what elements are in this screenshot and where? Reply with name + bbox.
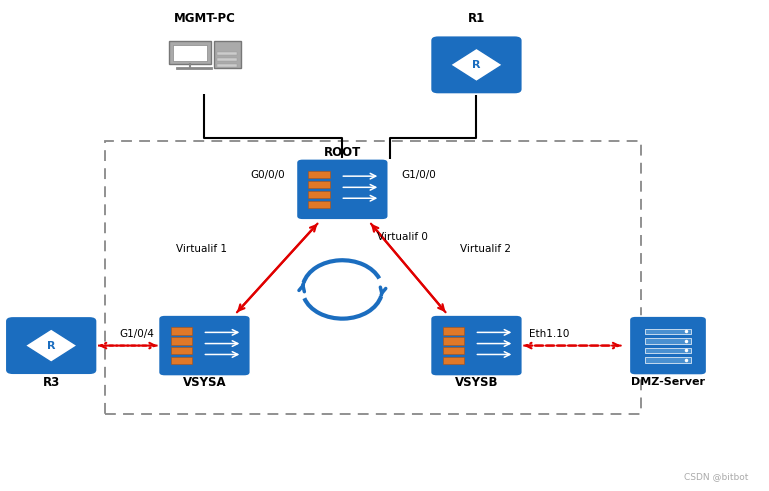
Text: Virtualif 2: Virtualif 2 (460, 244, 511, 254)
FancyBboxPatch shape (173, 45, 207, 61)
Text: Virtualif 1: Virtualif 1 (176, 244, 228, 254)
Text: VSYSB: VSYSB (454, 376, 498, 389)
Text: G1/0/4: G1/0/4 (120, 329, 155, 339)
FancyBboxPatch shape (168, 41, 211, 63)
Text: VSYSA: VSYSA (182, 376, 226, 389)
FancyBboxPatch shape (308, 171, 331, 178)
Text: Virtualif 0: Virtualif 0 (377, 232, 428, 242)
FancyBboxPatch shape (171, 327, 192, 335)
FancyBboxPatch shape (308, 181, 331, 189)
Text: R3: R3 (42, 376, 60, 389)
FancyBboxPatch shape (443, 347, 464, 355)
FancyBboxPatch shape (431, 35, 522, 94)
FancyBboxPatch shape (431, 315, 522, 376)
FancyBboxPatch shape (296, 159, 388, 220)
Text: MGMT-PC: MGMT-PC (174, 12, 235, 25)
Text: R: R (472, 60, 481, 70)
Text: Eth1.10: Eth1.10 (528, 329, 569, 339)
Text: ROOT: ROOT (324, 146, 361, 159)
FancyBboxPatch shape (645, 338, 691, 344)
FancyBboxPatch shape (629, 316, 707, 375)
FancyBboxPatch shape (443, 337, 464, 345)
FancyBboxPatch shape (217, 64, 238, 67)
FancyBboxPatch shape (158, 315, 251, 376)
FancyBboxPatch shape (645, 329, 691, 334)
Text: R: R (47, 341, 55, 351)
FancyBboxPatch shape (214, 41, 241, 68)
Text: DMZ-Server: DMZ-Server (631, 377, 705, 387)
FancyBboxPatch shape (308, 191, 331, 198)
FancyBboxPatch shape (171, 337, 192, 345)
Text: R1: R1 (468, 12, 485, 25)
FancyBboxPatch shape (171, 357, 192, 364)
Text: G0/0/0: G0/0/0 (250, 170, 285, 180)
FancyBboxPatch shape (5, 316, 97, 375)
Text: G1/0/0: G1/0/0 (401, 170, 436, 180)
Polygon shape (451, 48, 502, 82)
FancyBboxPatch shape (171, 347, 192, 355)
Text: CSDN @bitbot: CSDN @bitbot (684, 472, 748, 481)
FancyBboxPatch shape (443, 327, 464, 335)
FancyBboxPatch shape (443, 357, 464, 364)
FancyBboxPatch shape (645, 357, 691, 363)
FancyBboxPatch shape (645, 348, 691, 353)
FancyBboxPatch shape (308, 200, 331, 208)
FancyBboxPatch shape (217, 52, 238, 55)
FancyBboxPatch shape (217, 57, 238, 61)
Polygon shape (25, 329, 77, 362)
